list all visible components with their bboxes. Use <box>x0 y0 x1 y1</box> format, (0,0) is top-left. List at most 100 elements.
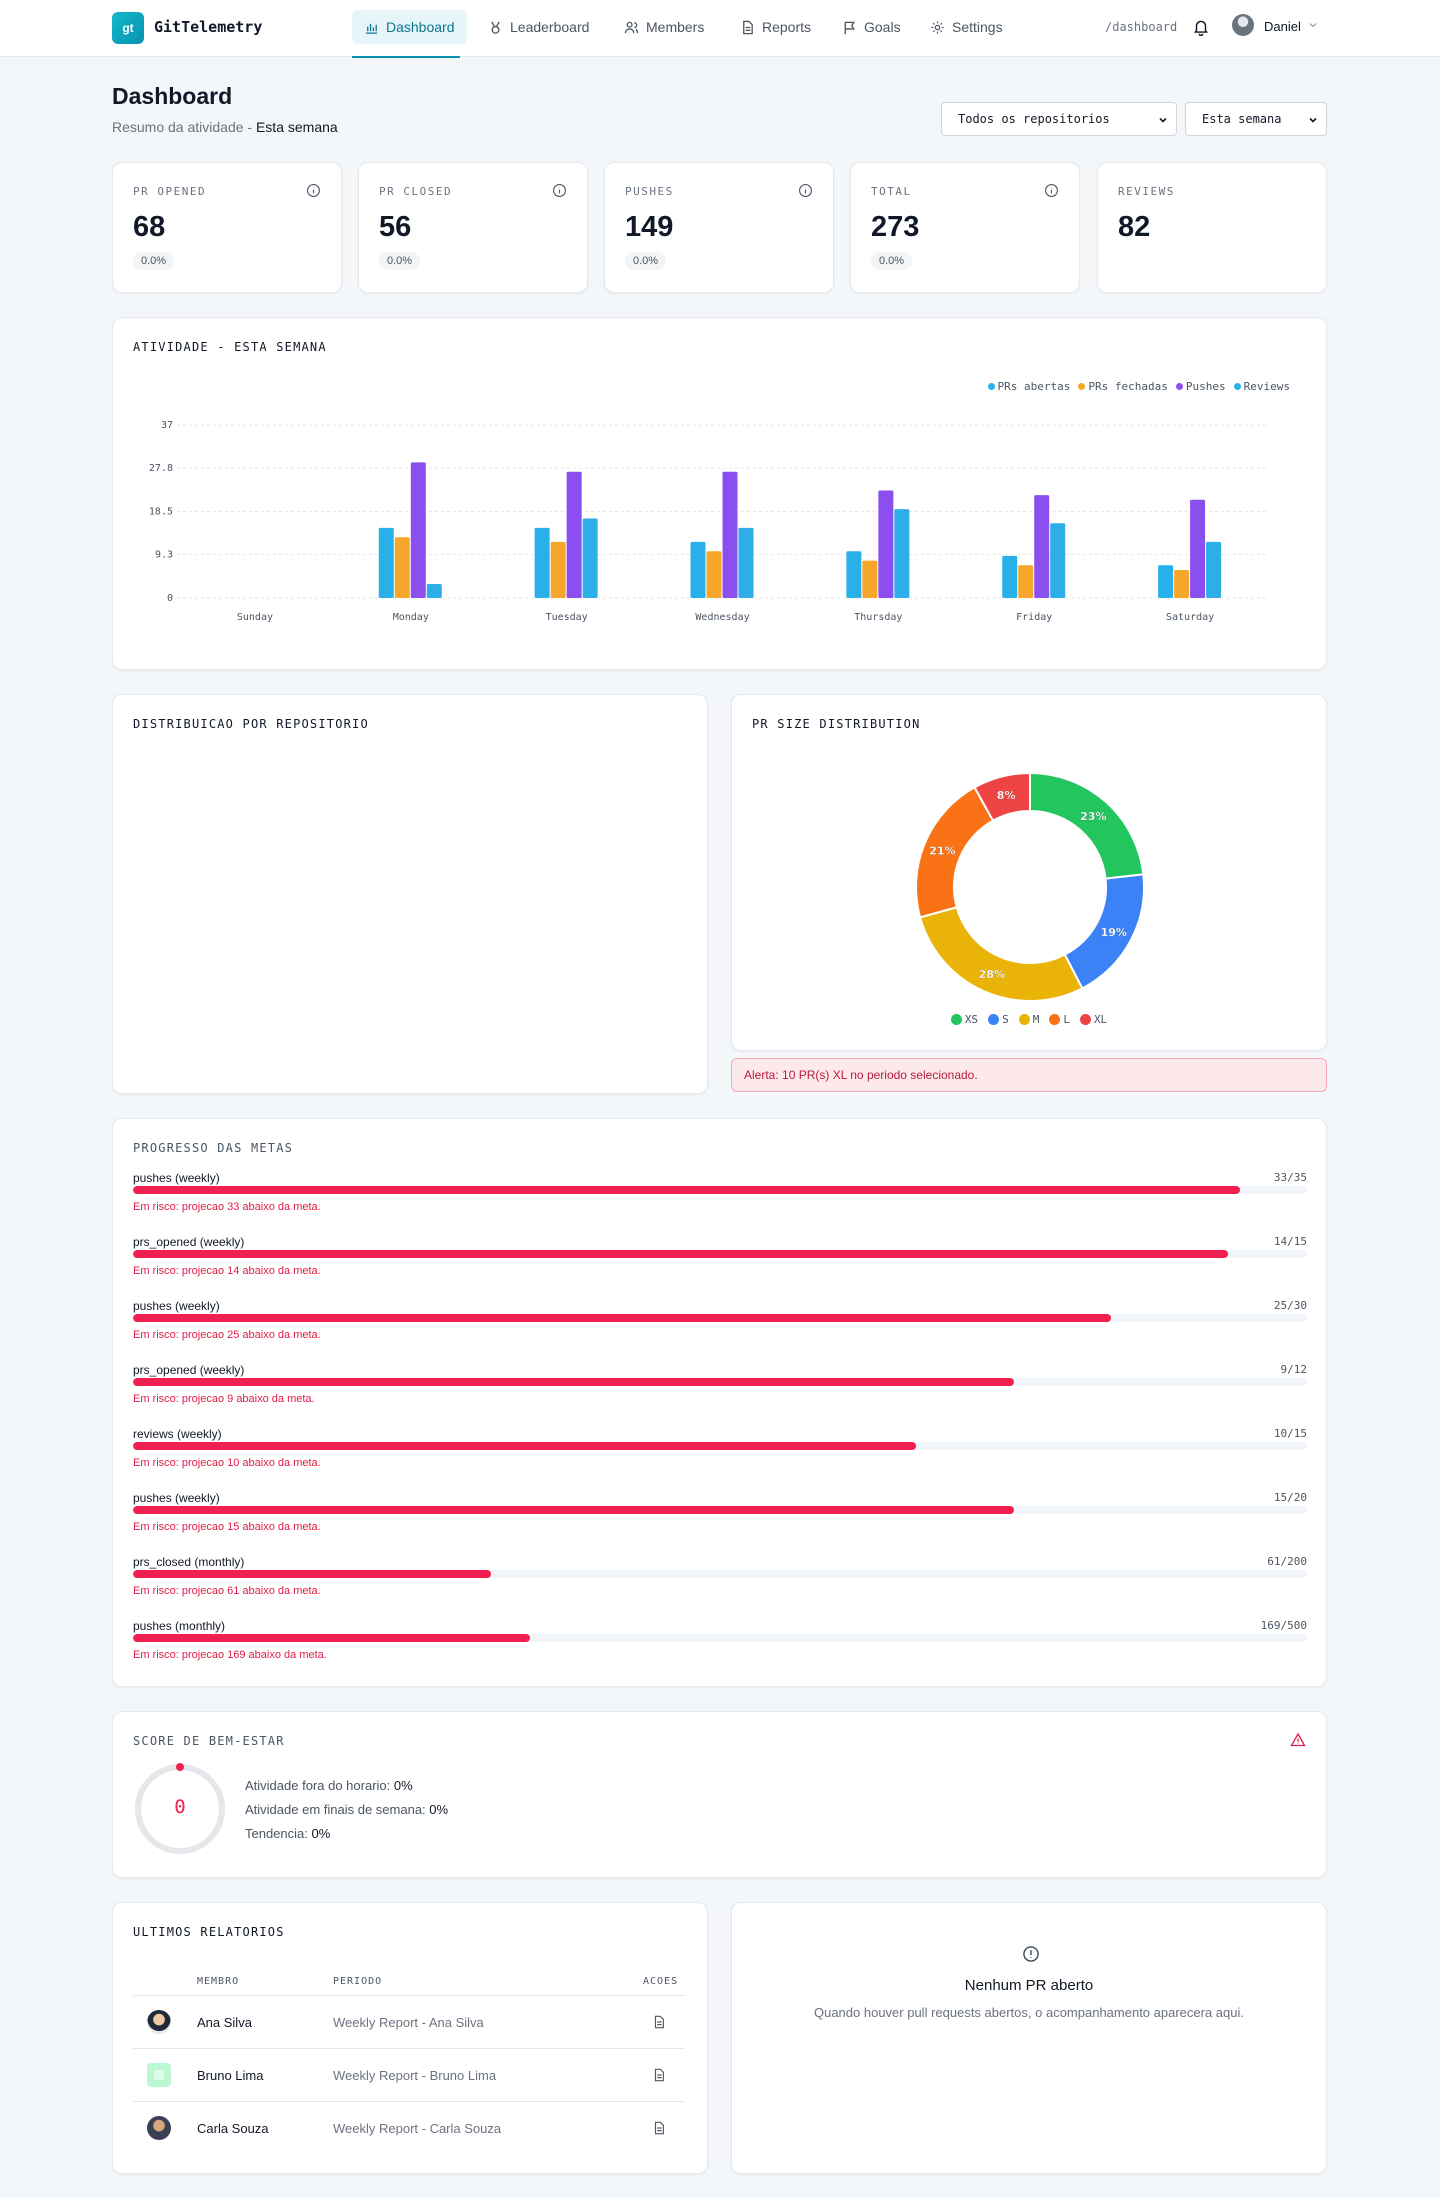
document-icon[interactable] <box>652 2121 666 2135</box>
donut-slice-xl[interactable] <box>973 771 1031 822</box>
goal-risk-text: Em risco: projecao 14 abaixo da meta. <box>133 1265 321 1277</box>
table-row[interactable]: Ana Silva Weekly Report - Ana Silva <box>133 1995 685 2048</box>
bar-prs-fechadas-friday[interactable] <box>1018 565 1034 598</box>
kpi-value: 82 <box>1118 211 1151 243</box>
kpi-label: PUSHES <box>625 185 674 198</box>
donut-slice-m[interactable] <box>918 906 1084 1002</box>
treemap-cell-label: gittelemetry/infrastructure <box>540 963 640 973</box>
goal-name: prs_opened (weekly) <box>133 1363 245 1377</box>
treemap-cell-label: gittelemetry/dashboard <box>338 968 428 977</box>
treemap-cell[interactable]: gittelemetry/infrastructure <box>493 903 687 1033</box>
period-select[interactable]: Esta semana <box>1185 102 1327 136</box>
app-logo[interactable]: gt <box>112 12 144 44</box>
legend-item[interactable]: Pushes <box>1175 380 1226 393</box>
nav-settings[interactable]: Settings <box>918 10 1015 44</box>
bar-pushes-friday[interactable] <box>1034 495 1050 598</box>
legend-item[interactable]: PRs abertas <box>987 380 1070 393</box>
column-header-actions: ACOES <box>643 1976 679 1987</box>
nav-members-label: Members <box>646 19 705 35</box>
bar-pushes-saturday[interactable] <box>1190 499 1206 598</box>
goal-risk-text: Em risco: projecao 15 abaixo da meta. <box>133 1521 321 1533</box>
goal-name: prs_opened (weekly) <box>133 1235 245 1249</box>
document-icon[interactable] <box>652 2015 666 2029</box>
goal-progress-fill <box>133 1186 1241 1194</box>
kpi-label: REVIEWS <box>1118 185 1175 198</box>
legend-item[interactable]: L <box>1049 1013 1070 1026</box>
chevron-down-icon[interactable] <box>1307 19 1319 31</box>
pr-size-distribution-card: PR SIZE DISTRIBUTION 23% 19% 28% 21% 8% XS S… <box>731 694 1327 1051</box>
bar-prs-fechadas-tuesday[interactable] <box>550 541 566 598</box>
info-icon[interactable] <box>306 183 321 198</box>
user-name[interactable]: Daniel <box>1264 19 1301 34</box>
bar-prs-abertas-thursday[interactable] <box>846 551 862 598</box>
table-row[interactable]: Bruno Lima Weekly Report - Bruno Lima <box>133 2048 685 2101</box>
legend-item[interactable]: XS <box>950 1013 978 1026</box>
column-header-period: PERIODO <box>333 1976 383 1987</box>
treemap-cell[interactable]: gittelemetry/docs <box>493 772 687 903</box>
goal-item: prs_closed (monthly) 61/200 Em risco: proj… <box>133 1555 1307 1619</box>
treemap-cell[interactable]: gittelemetry/sdk-node <box>273 772 493 912</box>
kpi-value: 68 <box>133 211 166 243</box>
treemap-cell[interactable]: gittelemetry/dashboard <box>273 912 493 1033</box>
wellbeing-line-off-hours: Atividade fora do horario: 0% <box>245 1778 413 1793</box>
document-icon <box>743 20 753 34</box>
bar-prs-abertas-friday[interactable] <box>1002 555 1018 598</box>
nav-leaderboard[interactable]: Leaderboard <box>476 10 601 44</box>
goal-progress-track <box>133 1186 1307 1194</box>
legend-item[interactable]: S <box>988 1013 1009 1026</box>
warning-icon[interactable] <box>1290 1732 1306 1748</box>
score-indicator-dot <box>176 1763 184 1771</box>
info-icon[interactable] <box>1044 183 1059 198</box>
chevron-down-icon <box>1159 117 1167 123</box>
y-tick-label: 18.5 <box>149 507 173 518</box>
bar-pushes-monday[interactable] <box>410 462 426 598</box>
bar-pushes-tuesday[interactable] <box>566 471 582 598</box>
legend-item[interactable]: M <box>1018 1013 1039 1026</box>
bar-reviews-friday[interactable] <box>1050 523 1066 598</box>
bar-prs-abertas-saturday[interactable] <box>1158 565 1174 598</box>
active-tab-indicator <box>352 56 460 58</box>
document-icon[interactable] <box>652 2068 666 2082</box>
bar-prs-fechadas-monday[interactable] <box>394 537 410 598</box>
x-tick-label: Thursday <box>854 612 902 623</box>
bar-prs-abertas-monday[interactable] <box>378 527 394 598</box>
goal-progress-track <box>133 1570 1307 1578</box>
nav-leaderboard-label: Leaderboard <box>510 19 590 35</box>
bar-prs-fechadas-saturday[interactable] <box>1174 569 1190 598</box>
y-tick-label: 37 <box>161 420 173 431</box>
bar-reviews-saturday[interactable] <box>1206 541 1222 598</box>
kpi-value: 273 <box>871 211 920 243</box>
bar-reviews-tuesday[interactable] <box>582 518 598 598</box>
legend-item[interactable]: XL <box>1079 1013 1107 1026</box>
x-tick-label: Monday <box>393 612 429 623</box>
donut-slice-xs[interactable] <box>1029 771 1145 880</box>
legend-item[interactable]: PRs fechadas <box>1078 380 1168 393</box>
user-avatar[interactable] <box>1232 14 1254 36</box>
nav-goals[interactable]: Goals <box>830 10 913 44</box>
bar-prs-abertas-wednesday[interactable] <box>690 541 706 598</box>
info-icon[interactable] <box>552 183 567 198</box>
wellbeing-score-card: SCORE DE BEM-ESTAR 0 Atividade fora do h… <box>112 1711 1327 1878</box>
bar-pushes-wednesday[interactable] <box>722 471 738 598</box>
bar-pushes-thursday[interactable] <box>878 490 894 598</box>
bar-prs-fechadas-thursday[interactable] <box>862 560 878 598</box>
nav-members[interactable]: Members <box>612 10 716 44</box>
bar-prs-abertas-tuesday[interactable] <box>534 527 550 598</box>
bar-reviews-monday[interactable] <box>426 583 442 598</box>
legend-swatch <box>1049 1014 1061 1025</box>
table-row[interactable]: Carla Souza Weekly Report - Carla Souza <box>133 2101 685 2154</box>
bar-reviews-wednesday[interactable] <box>738 527 754 598</box>
legend-item[interactable]: Reviews <box>1233 380 1290 393</box>
info-icon[interactable] <box>798 183 813 198</box>
pr-size-legend: XS S M L XL <box>732 1013 1326 1026</box>
nav-dashboard[interactable]: Dashboard <box>352 10 467 44</box>
medal-icon <box>491 21 500 34</box>
repository-select[interactable]: Todos os repositorios <box>941 102 1177 136</box>
y-tick-label: 0 <box>167 593 173 604</box>
nav-reports[interactable]: Reports <box>728 10 823 44</box>
bar-reviews-thursday[interactable] <box>894 509 910 598</box>
avatar <box>147 2010 171 2034</box>
bar-prs-fechadas-wednesday[interactable] <box>706 551 722 598</box>
treemap-cell[interactable]: gittelemetry/api <box>133 772 273 1033</box>
bell-icon[interactable] <box>1192 18 1210 36</box>
